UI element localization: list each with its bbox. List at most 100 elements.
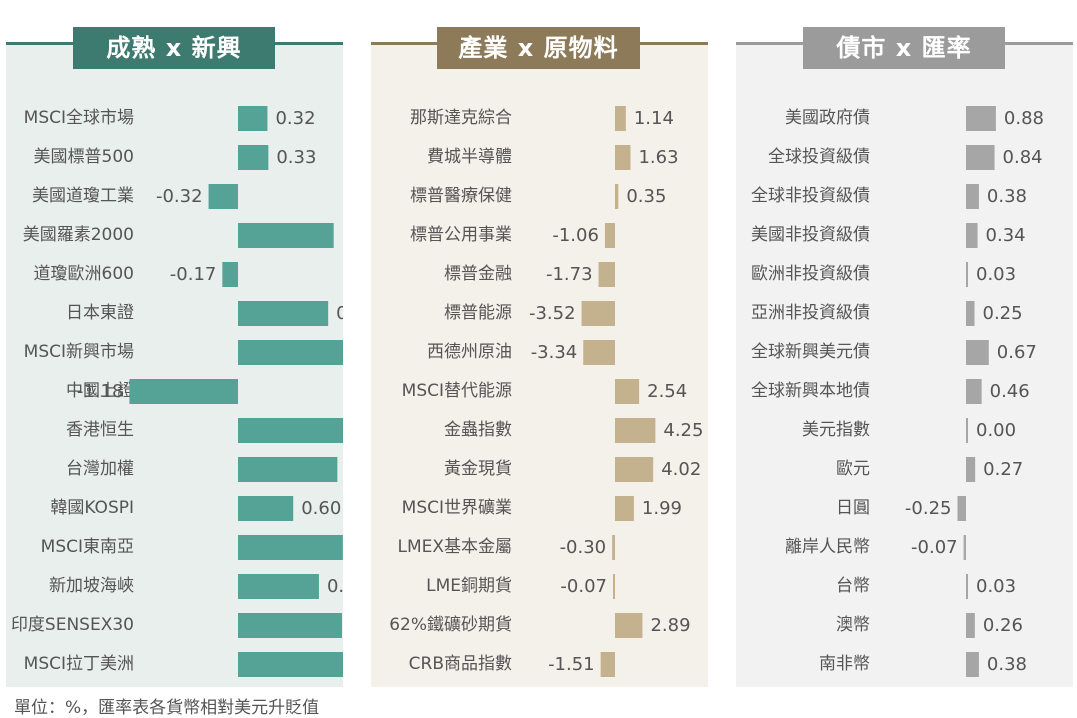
category-label: LME銅期貨	[426, 576, 512, 596]
value-label: 4.02	[661, 459, 701, 480]
value-label: 0.25	[983, 303, 1023, 324]
bar	[966, 652, 979, 677]
bar	[238, 535, 343, 560]
value-label: -0.07	[560, 576, 607, 597]
value-label: -3.52	[529, 303, 576, 324]
category-label: 澳幣	[836, 615, 870, 635]
bar	[966, 301, 975, 326]
bar	[612, 535, 615, 560]
category-label: 全球投資級債	[768, 147, 870, 167]
value-label: 0.35	[626, 186, 666, 207]
category-label: 標普公用事業	[410, 225, 512, 245]
category-label: LMEX基本金屬	[397, 537, 512, 557]
category-label: 金蟲指數	[444, 420, 512, 440]
value-label: 0.32	[275, 108, 315, 129]
value-label: 0.88	[327, 576, 343, 597]
category-label: 標普金融	[444, 264, 512, 284]
bar	[600, 652, 615, 677]
value-label: 0.00	[976, 420, 1016, 441]
value-label: 1.14	[634, 108, 674, 129]
bar	[238, 652, 343, 677]
value-label: -0.30	[560, 537, 607, 558]
category-label: MSCI東南亞	[41, 537, 134, 557]
bar	[238, 457, 338, 482]
bar-chart: 美國政府債 0.88 全球投資級債 0.84 全球非投資級債 0.38 美國非投資級債 0.3…	[751, 106, 1044, 677]
bar	[613, 574, 615, 599]
category-label: MSCI新興市場	[24, 342, 134, 362]
value-label: 0.34	[986, 225, 1026, 246]
category-label: 道瓊歐洲600	[34, 264, 134, 284]
value-label: 0.84	[1003, 147, 1043, 168]
bar	[238, 340, 343, 365]
category-label: 那斯達克綜合	[410, 108, 512, 128]
category-label: 黃金現貨	[444, 459, 512, 479]
value-label: 0.33	[276, 147, 316, 168]
value-label: -3.34	[531, 342, 578, 363]
panel-sector-commodity: 產業 x 原物料 那斯達克綜合 1.14 費城半導體 1.63 標普醫療保健 0.35 標普…	[371, 0, 708, 718]
category-label: 美國政府債	[785, 108, 870, 128]
category-label: 離岸人民幣	[785, 537, 870, 557]
bar	[581, 301, 615, 326]
category-label: 台灣加權	[66, 459, 134, 479]
value-label: 0.88	[1004, 108, 1044, 129]
category-label: 新加坡海峽	[49, 576, 134, 596]
category-label: MSCI拉丁美洲	[24, 654, 134, 674]
value-label: 0.60	[301, 498, 341, 519]
value-label: 1.99	[642, 498, 682, 519]
value-label: -1.51	[548, 654, 595, 675]
bar-chart: MSCI全球市場 0.32 美國標普500 0.33 美國道瓊工業 -0.32 美國羅素20…	[11, 106, 343, 677]
category-label: 韓國KOSPI	[50, 498, 134, 518]
value-label: 0.38	[987, 186, 1027, 207]
category-label: 標普醫療保健	[410, 186, 512, 206]
value-label: 0.03	[976, 576, 1016, 597]
bar	[238, 301, 329, 326]
panel-title: 成熟 x 新興	[73, 27, 275, 69]
bar	[583, 340, 615, 365]
bar-chart: 那斯達克綜合 1.14 費城半導體 1.63 標普醫療保健 0.35 標普公用事業 -1.06…	[389, 106, 703, 677]
bar	[966, 613, 975, 638]
value-label: -0.07	[911, 537, 958, 558]
bar	[615, 496, 634, 521]
category-label: 全球新興美元債	[751, 342, 870, 362]
bar	[966, 106, 996, 131]
panel-bond-fx: 債市 x 匯率 美國政府債 0.88 全球投資級債 0.84 全球非投資級債 0.38 美國…	[736, 0, 1073, 718]
bar	[963, 535, 966, 560]
bar	[615, 184, 619, 209]
category-label: 台幣	[836, 576, 870, 596]
category-label: 美國標普500	[34, 147, 134, 167]
panel-developed-emerging: 成熟 x 新興 MSCI全球市場 0.32 美國標普500 0.33 美國道瓊工業 -0.…	[6, 0, 343, 718]
bar	[966, 574, 968, 599]
category-label: 亞洲非投資級債	[751, 303, 870, 323]
bar	[615, 418, 656, 443]
value-label: 0.26	[983, 615, 1023, 636]
category-label: 歐洲非投資級債	[751, 264, 870, 284]
category-label: 南非幣	[819, 654, 870, 674]
bar	[966, 145, 995, 170]
category-label: CRB商品指數	[409, 654, 512, 674]
bar	[966, 262, 968, 287]
bar	[208, 184, 238, 209]
category-label: 標普能源	[444, 303, 512, 323]
bar	[238, 496, 294, 521]
bar	[238, 145, 269, 170]
category-label: 中國上證	[66, 381, 134, 401]
value-label: 0.27	[983, 459, 1023, 480]
value-label: 0.67	[997, 342, 1037, 363]
panel-title: 債市 x 匯率	[803, 27, 1005, 69]
category-label: MSCI世界礦業	[402, 498, 512, 518]
value-label: 0.38	[987, 654, 1027, 675]
bar	[238, 418, 343, 443]
category-label: 費城半導體	[427, 147, 512, 167]
value-label: -0.32	[156, 186, 203, 207]
category-label: 62%鐵礦砂期貨	[389, 615, 512, 635]
bar	[966, 457, 976, 482]
bar	[966, 418, 968, 443]
value-label: 1.04	[342, 225, 343, 246]
category-label: 美國非投資級債	[751, 225, 870, 245]
value-label: -1.06	[552, 225, 599, 246]
category-label: 香港恒生	[66, 420, 134, 440]
category-label: 印度SENSEX30	[11, 615, 134, 635]
bar	[615, 145, 631, 170]
bar	[615, 379, 640, 404]
bar	[966, 184, 979, 209]
